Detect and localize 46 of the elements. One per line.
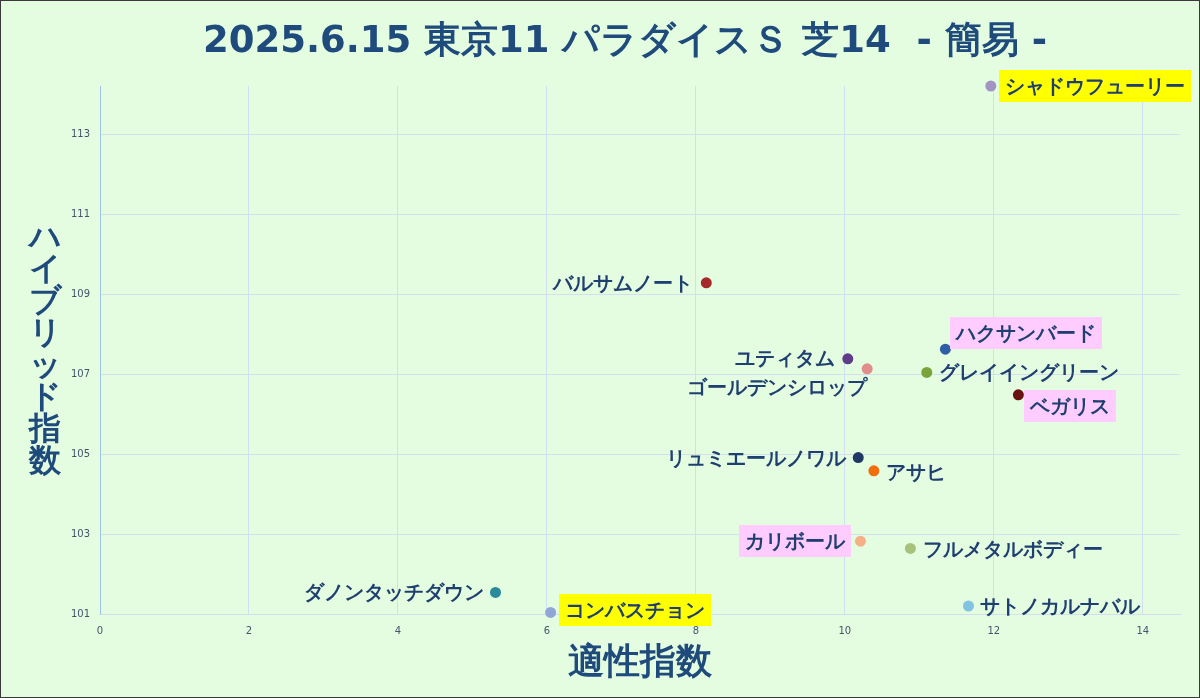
point xyxy=(545,606,557,618)
point xyxy=(985,80,997,92)
point xyxy=(490,586,501,598)
series-label: サトノカルナバル xyxy=(979,593,1142,620)
series-label: カリボール xyxy=(739,525,852,558)
series-label: アサヒ xyxy=(884,458,947,486)
x-axis-title: 適性指数 xyxy=(567,639,713,683)
point xyxy=(700,277,712,289)
series-label: ゴールデンシロップ xyxy=(686,373,869,401)
series-label: リュミエールノワル xyxy=(665,444,848,472)
point xyxy=(939,343,951,355)
y-tick-label: 101 xyxy=(70,607,90,619)
y-tick-label: 107 xyxy=(70,367,90,379)
point xyxy=(962,600,974,612)
y-tick-label: 105 xyxy=(70,447,90,459)
series-label: ベガリス xyxy=(1024,389,1117,422)
series-label: ユティタム xyxy=(733,344,836,372)
x-tick-label: 12 xyxy=(987,624,1001,636)
point xyxy=(904,542,916,554)
y-tick-label: 109 xyxy=(70,287,90,299)
y-tick-label: 103 xyxy=(70,527,90,539)
x-tick-label: 14 xyxy=(1136,624,1150,636)
x-tick-label: 8 xyxy=(692,624,700,636)
y-tick-label: 113 xyxy=(70,127,90,139)
x-tick-label: 0 xyxy=(96,624,104,636)
point xyxy=(921,366,933,378)
x-tick-label: 4 xyxy=(394,624,402,636)
series-label: コンバスチョン xyxy=(558,594,711,627)
series-label: ハクサンバード xyxy=(950,317,1103,350)
series-label: バルサムノート xyxy=(551,269,695,297)
point xyxy=(1012,389,1024,401)
chart-title: 2025.6.15 東京11 パラダイスＳ 芝14 - 簡易 - xyxy=(201,17,1049,63)
x-tick-label: 2 xyxy=(245,624,253,636)
x-tick-label: 10 xyxy=(838,624,852,636)
series-label: フルメタルボディー xyxy=(922,536,1105,564)
y-tick-label: 111 xyxy=(70,207,90,219)
series-label: グレイイングリーン xyxy=(937,359,1120,387)
point xyxy=(868,465,880,477)
series-label: シャドウフューリー xyxy=(998,70,1191,102)
point xyxy=(842,353,854,365)
point xyxy=(861,363,873,375)
point xyxy=(852,452,864,464)
x-tick-label: 6 xyxy=(543,624,551,636)
y-axis-title: ハイブリッド指数 xyxy=(28,217,62,479)
series-label: ダノンタッチダウン xyxy=(302,579,485,607)
point xyxy=(854,535,866,547)
